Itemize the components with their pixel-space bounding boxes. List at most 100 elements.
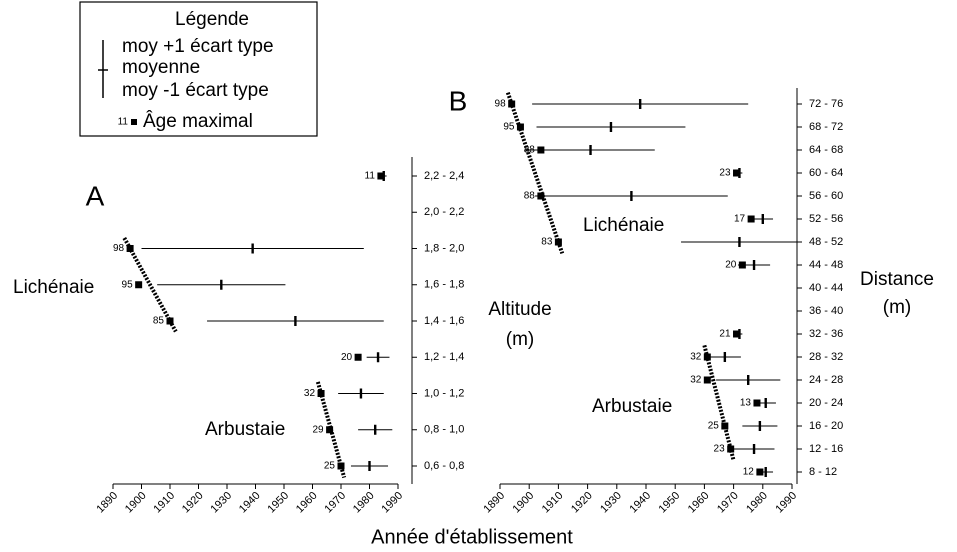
y-tick-label: 32 - 36 [809,328,843,340]
x-tick-label: 1890 [94,490,120,516]
x-tick-label: 1930 [598,490,624,516]
legend-box [79,1,318,137]
max-age-point [703,376,711,384]
trend-line [505,91,565,255]
x-tick-label: 1950 [265,490,291,516]
mean-tick [764,398,767,408]
max-age-point [537,192,545,200]
x-tick-label: 1970 [715,490,741,516]
age-label: 32 [690,375,702,386]
max-age-point [721,422,729,430]
age-label: 95 [503,122,515,133]
age-label: 32 [690,352,702,363]
zone-label: Arbustaie [592,396,672,417]
panel-title: A [86,180,105,211]
age-label: 98 [113,243,125,254]
max-age-point [703,353,711,361]
x-tick-label: 1930 [208,490,234,516]
zone-label: Lichénaie [583,215,664,236]
zone-label: Lichénaie [13,277,94,298]
legend-marker [131,119,137,125]
legend-entry: moy +1 écart type [122,36,274,57]
age-label: 29 [312,424,324,435]
legend-title: Légende [175,9,249,30]
x-tick-label: 1920 [569,490,595,516]
y-tick-label: 8 - 12 [809,466,837,478]
mean-tick [764,467,767,477]
mean-tick [220,279,223,290]
max-age-point [756,468,764,476]
age-label: 88 [524,191,536,202]
mean-tick [752,260,756,270]
legend-entry: Âge maximal [143,110,253,132]
age-label: 95 [122,279,134,290]
mean-tick [723,352,727,362]
age-label: 98 [495,99,507,110]
x-tick-label: 1990 [773,490,799,516]
max-age-point [733,169,741,177]
age-label: 20 [341,352,353,363]
age-label: 12 [743,467,755,478]
y-axis-label: Altitude [488,299,551,320]
x-tick-label: 1990 [379,490,405,516]
age-label: 17 [734,214,746,225]
zone-label: Arbustaie [205,419,285,440]
y-tick-label: 36 - 40 [809,305,843,317]
max-age-point [727,445,735,453]
age-label: 85 [153,316,165,327]
max-age-point [733,330,741,338]
x-tick-label: 1900 [511,490,537,516]
mean-tick [294,316,297,326]
mean-tick [761,214,764,224]
mean-tick [589,145,592,155]
max-age-point [537,146,545,154]
x-tick-label: 1940 [237,490,263,516]
y-tick-label: 12 - 16 [809,443,843,455]
x-tick-label: 1960 [686,490,712,516]
max-age-point [747,215,755,223]
legend-entry: moy -1 écart type [122,80,269,101]
trend-line [702,344,736,462]
mean-tick [630,191,633,201]
mean-tick [752,444,756,454]
max-age-point [753,399,761,407]
x-tick-label: 1940 [627,490,653,516]
y-tick-label: 0,6 - 0,8 [424,460,464,472]
y-tick-label: 2,0 - 2,2 [424,206,464,218]
x-tick-label: 1910 [151,490,177,516]
x-tick-label: 1980 [351,490,377,516]
y-axis-label: (m) [883,297,911,318]
y-axis-label: (m) [506,329,534,350]
mean-tick [738,237,741,247]
mean-tick [747,375,750,385]
max-age-point [508,100,516,108]
max-age-point [337,462,345,470]
age-label: 23 [714,444,726,455]
age-label: 83 [541,237,553,248]
legend-entry: moyenne [122,57,200,78]
x-tick-label: 1970 [322,490,348,516]
y-tick-label: 68 - 72 [809,121,843,133]
y-tick-label: 0,8 - 1,0 [424,424,464,436]
y-tick-label: 1,2 - 1,4 [424,351,464,363]
max-age-point [166,317,174,325]
y-axis-label: Distance [860,269,934,290]
max-age-point [317,390,325,397]
y-tick-label: 20 - 24 [809,397,843,409]
mean-tick [368,461,371,471]
max-age-point [516,123,524,131]
mean-tick [374,424,377,435]
mean-tick [638,99,642,109]
age-label: 13 [740,398,752,409]
x-tick-label: 1980 [744,490,770,516]
max-age-point [554,238,562,246]
y-tick-label: 72 - 76 [809,98,843,110]
age-label: 88 [524,145,536,156]
y-tick-label: 2,2 - 2,4 [424,170,464,182]
y-tick-label: 16 - 20 [809,420,843,432]
y-tick-label: 1,6 - 1,8 [424,279,464,291]
max-age-point [354,353,362,361]
mean-tick [376,352,380,363]
max-age-point [126,245,134,252]
